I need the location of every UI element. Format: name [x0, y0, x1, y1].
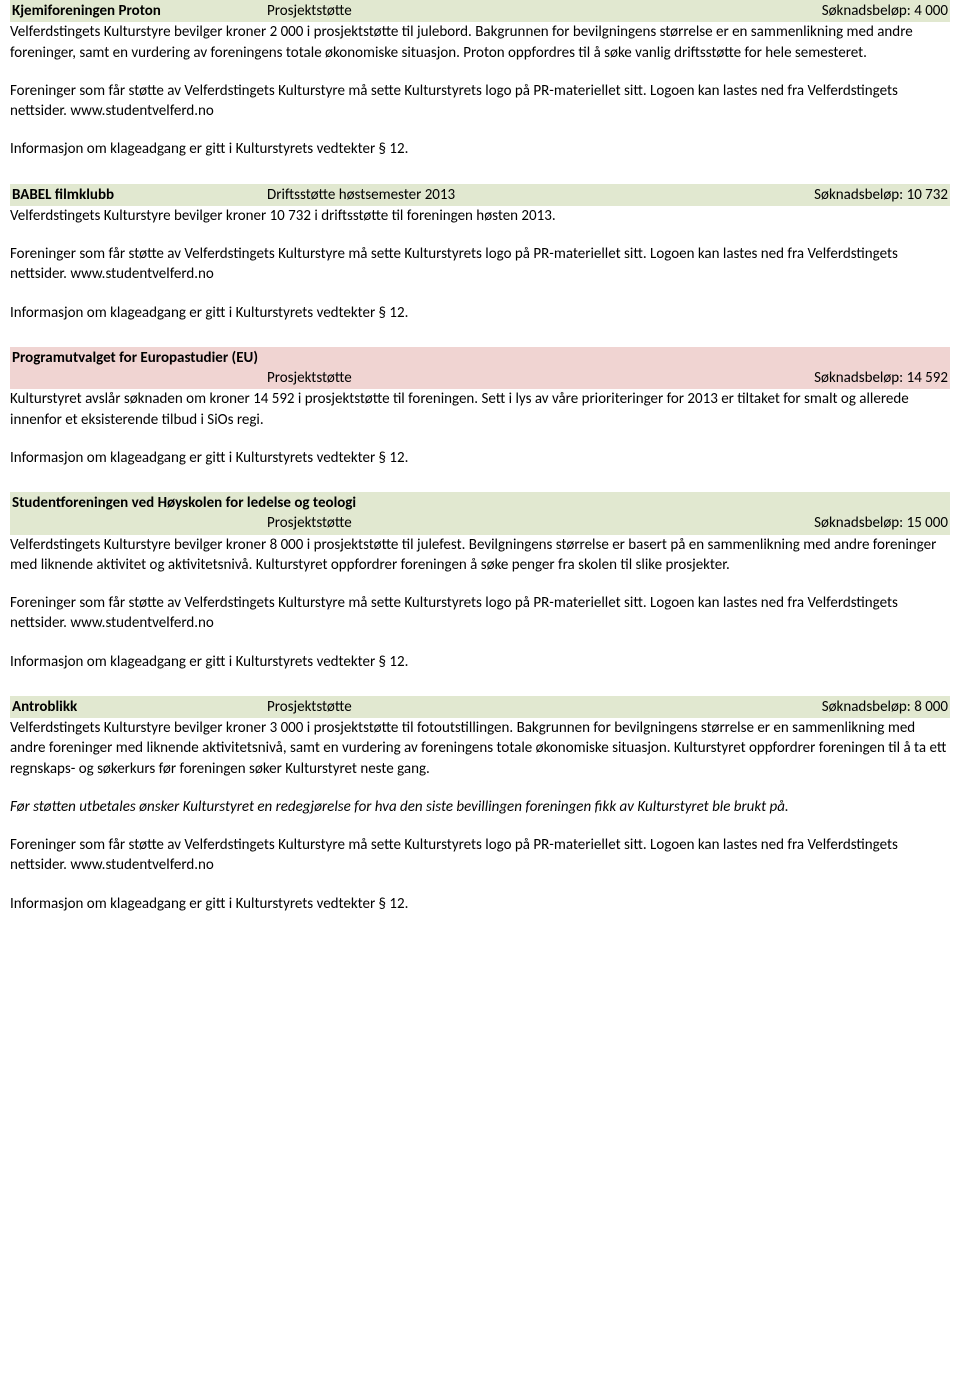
- entry-paragraph: Foreninger som får støtte av Velferdstin…: [10, 593, 950, 634]
- entry-paragraph: Informasjon om klageadgang er gitt i Kul…: [10, 303, 950, 323]
- entry-amount: Søknadsbeløp: 4 000: [733, 1, 948, 21]
- entry-body: Velferdstingets Kulturstyre bevilger kro…: [10, 718, 950, 914]
- entry-header: AntroblikkProsjektstøtteSøknadsbeløp: 8 …: [10, 696, 950, 718]
- entry-title: Programutvalget for Europastudier (EU): [12, 348, 948, 368]
- entry-paragraph: Foreninger som får støtte av Velferdstin…: [10, 835, 950, 876]
- entry-type: Driftsstøtte høstsemester 2013: [267, 185, 733, 205]
- entry-paragraph: Informasjon om klageadgang er gitt i Kul…: [10, 894, 950, 914]
- entry-type: Prosjektstøtte: [267, 513, 733, 533]
- entry-paragraph: Velferdstingets Kulturstyre bevilger kro…: [10, 718, 950, 779]
- entry-title: Antroblikk: [12, 697, 267, 717]
- entry-amount: Søknadsbeløp: 14 592: [733, 368, 948, 388]
- entry-type: Prosjektstøtte: [267, 697, 733, 717]
- entry-paragraph: Foreninger som får støtte av Velferdstin…: [10, 81, 950, 122]
- entry-type: Prosjektstøtte: [267, 368, 733, 388]
- entry-header: Studentforeningen ved Høyskolen for lede…: [10, 492, 950, 535]
- entry-paragraph: Velferdstingets Kulturstyre bevilger kro…: [10, 535, 950, 576]
- entry-paragraph: Informasjon om klageadgang er gitt i Kul…: [10, 652, 950, 672]
- entry-paragraph: Informasjon om klageadgang er gitt i Kul…: [10, 448, 950, 468]
- entry: Kjemiforeningen ProtonProsjektstøtteSøkn…: [10, 0, 950, 160]
- entry-paragraph: Foreninger som får støtte av Velferdstin…: [10, 244, 950, 285]
- entry-paragraph: Før støtten utbetales ønsker Kulturstyre…: [10, 797, 950, 817]
- entry-paragraph: Velferdstingets Kulturstyre bevilger kro…: [10, 22, 950, 63]
- entry-title: Studentforeningen ved Høyskolen for lede…: [12, 493, 948, 513]
- entry-body: Velferdstingets Kulturstyre bevilger kro…: [10, 22, 950, 159]
- entry-amount: Søknadsbeløp: 8 000: [733, 697, 948, 717]
- entry: AntroblikkProsjektstøtteSøknadsbeløp: 8 …: [10, 696, 950, 914]
- entry-body: Kulturstyret avslår søknaden om kroner 1…: [10, 389, 950, 468]
- entry-header: Programutvalget for Europastudier (EU)Pr…: [10, 347, 950, 390]
- entry-header: Kjemiforeningen ProtonProsjektstøtteSøkn…: [10, 0, 950, 22]
- entry-title: BABEL filmklubb: [12, 185, 267, 205]
- entry: BABEL filmklubbDriftsstøtte høstsemester…: [10, 184, 950, 323]
- entry-paragraph: Informasjon om klageadgang er gitt i Kul…: [10, 139, 950, 159]
- entry-title: Kjemiforeningen Proton: [12, 1, 267, 21]
- entry-header: BABEL filmklubbDriftsstøtte høstsemester…: [10, 184, 950, 206]
- entry: Studentforeningen ved Høyskolen for lede…: [10, 492, 950, 672]
- entry-amount: Søknadsbeløp: 15 000: [733, 513, 948, 533]
- entry-body: Velferdstingets Kulturstyre bevilger kro…: [10, 206, 950, 323]
- entry: Programutvalget for Europastudier (EU)Pr…: [10, 347, 950, 468]
- entry-paragraph: Velferdstingets Kulturstyre bevilger kro…: [10, 206, 950, 226]
- entry-paragraph: Kulturstyret avslår søknaden om kroner 1…: [10, 389, 950, 430]
- entry-amount: Søknadsbeløp: 10 732: [733, 185, 948, 205]
- document-body: Kjemiforeningen ProtonProsjektstøtteSøkn…: [10, 0, 950, 914]
- entry-body: Velferdstingets Kulturstyre bevilger kro…: [10, 535, 950, 672]
- entry-type: Prosjektstøtte: [267, 1, 733, 21]
